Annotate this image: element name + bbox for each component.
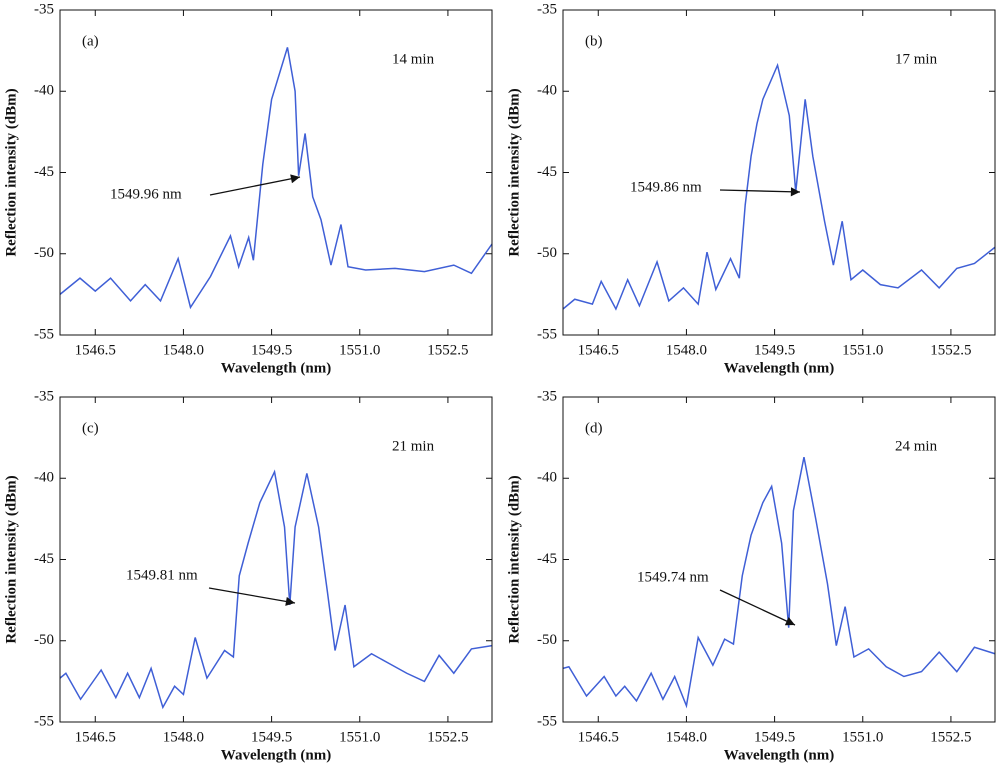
y-axis-label: Reflection intensity (dBm) — [3, 88, 19, 256]
x-tick-label: 1546.5 — [578, 729, 619, 745]
x-axis-label: Wavelength (nm) — [221, 747, 331, 763]
y-tick-label: -40 — [537, 83, 557, 99]
x-tick-label: 1552.5 — [930, 729, 971, 745]
x-tick-label: 1546.5 — [75, 342, 116, 358]
panel-label: (d) — [585, 420, 603, 436]
annotation-arrow — [209, 174, 301, 196]
x-tick-label: 1551.0 — [842, 729, 883, 745]
y-tick-label: -45 — [537, 164, 557, 180]
x-tick-label: 1551.0 — [842, 342, 883, 358]
y-tick-label: -35 — [34, 1, 54, 17]
y-tick-label: -50 — [34, 245, 54, 261]
x-tick-label: 1552.5 — [427, 729, 468, 745]
panel-label: (a) — [82, 33, 99, 49]
x-tick-label: 1549.5 — [251, 342, 292, 358]
y-tick-label: -35 — [34, 388, 54, 404]
y-tick-label: -40 — [34, 83, 54, 99]
plot-frame — [59, 9, 493, 336]
x-tick-label: 1549.5 — [754, 342, 795, 358]
y-tick-label: -40 — [537, 470, 557, 486]
y-axis-label: Reflection intensity (dBm) — [506, 88, 522, 256]
x-tick-label: 1552.5 — [427, 342, 468, 358]
x-tick-label: 1546.5 — [578, 342, 619, 358]
time-label: 17 min — [895, 51, 938, 67]
y-tick-label: -55 — [34, 713, 54, 729]
spectrum-line — [59, 469, 493, 710]
annotation-arrow — [208, 587, 296, 606]
spectrum-line — [562, 456, 996, 709]
x-tick-label: 1548.0 — [666, 342, 707, 358]
y-tick-label: -45 — [537, 551, 557, 567]
annotation: 1549.81 nm — [126, 567, 198, 583]
y-tick-label: -45 — [34, 164, 54, 180]
annotation: 1549.86 nm — [630, 179, 702, 195]
panel-label: (b) — [585, 33, 603, 49]
time-label: 14 min — [392, 51, 435, 67]
x-tick-label: 1549.5 — [251, 729, 292, 745]
x-tick-label: 1549.5 — [754, 729, 795, 745]
x-tick-label: 1546.5 — [75, 729, 116, 745]
y-axis-label: Reflection intensity (dBm) — [506, 475, 522, 643]
y-tick-label: -45 — [34, 551, 54, 567]
time-label: 24 min — [895, 438, 938, 454]
spectrum-line — [59, 47, 493, 310]
y-tick-label: -50 — [34, 632, 54, 648]
plot-frame — [562, 9, 996, 336]
y-tick-label: -55 — [537, 326, 557, 342]
y-tick-label: -40 — [34, 470, 54, 486]
x-tick-label: 1551.0 — [339, 729, 380, 745]
y-axis-label: Reflection intensity (dBm) — [3, 475, 19, 643]
spectrum-line — [562, 62, 996, 311]
y-tick-label: -50 — [537, 245, 557, 261]
x-axis-label: Wavelength (nm) — [724, 747, 834, 763]
y-tick-label: -35 — [537, 1, 557, 17]
annotation-arrow — [719, 187, 801, 197]
time-label: 21 min — [392, 438, 435, 454]
x-tick-label: 1548.0 — [666, 729, 707, 745]
plot-frame — [562, 396, 996, 723]
x-tick-label: 1552.5 — [930, 342, 971, 358]
y-tick-label: -55 — [34, 326, 54, 342]
annotation: 1549.74 nm — [637, 569, 709, 585]
x-axis-label: Wavelength (nm) — [221, 360, 331, 376]
annotation-arrow — [719, 589, 796, 626]
x-tick-label: 1551.0 — [339, 342, 380, 358]
annotation: 1549.96 nm — [110, 186, 182, 202]
panel-label: (c) — [82, 420, 99, 436]
y-tick-label: -35 — [537, 388, 557, 404]
y-tick-label: -55 — [537, 713, 557, 729]
x-tick-label: 1548.0 — [163, 342, 204, 358]
x-tick-label: 1548.0 — [163, 729, 204, 745]
y-tick-label: -50 — [537, 632, 557, 648]
plot-frame — [59, 396, 493, 723]
x-axis-label: Wavelength (nm) — [724, 360, 834, 376]
